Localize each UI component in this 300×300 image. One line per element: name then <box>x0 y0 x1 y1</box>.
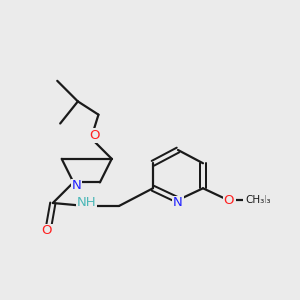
Text: O: O <box>42 224 52 238</box>
Text: NH: NH <box>77 196 97 209</box>
Text: N: N <box>173 196 183 209</box>
Text: N: N <box>71 179 81 192</box>
Text: O: O <box>224 196 235 209</box>
Text: O: O <box>89 129 99 142</box>
Text: OCH₃: OCH₃ <box>243 195 271 205</box>
Text: O: O <box>224 194 234 207</box>
Text: CH₃: CH₃ <box>245 195 264 205</box>
